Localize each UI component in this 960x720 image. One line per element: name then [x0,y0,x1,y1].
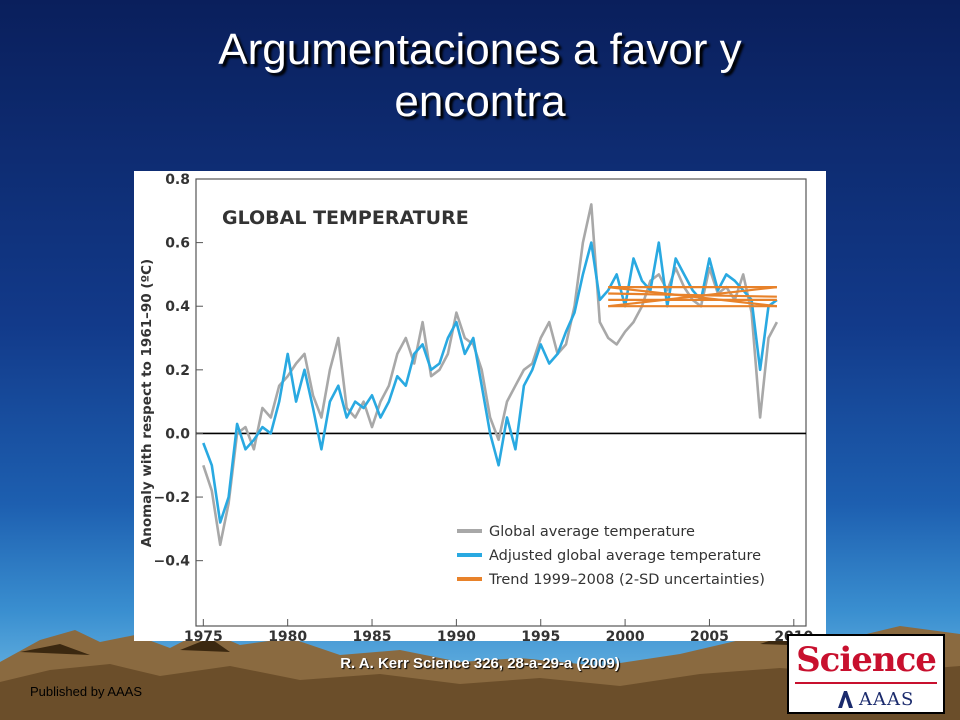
y-tick-label: 0.8 [165,172,190,188]
y-tick-label: −0.4 [153,554,190,570]
x-tick-label: 1990 [437,629,476,641]
chart-panel: −0.4 −0.2 0.0 0.2 0.4 0.6 0.8 1975 1980 1985 1990… [134,171,826,641]
x-tick-label: 2005 [690,629,729,641]
legend-label: Trend 1999–2008 (2-SD uncertainties) [488,572,765,588]
chart-title: GLOBAL TEMPERATURE [222,207,469,229]
x-tick-label: 1975 [184,629,223,641]
publisher-note: Published by AAAS [30,684,143,699]
x-tick-label: 1980 [268,629,307,641]
y-tick-label: 0.0 [165,426,190,442]
temperature-chart: −0.4 −0.2 0.0 0.2 0.4 0.6 0.8 1975 1980 1985 1990… [139,172,814,641]
title-line-1: Argumentaciones a favor y [218,25,742,74]
global-average-temperature-line [202,203,779,547]
science-logo-rule [795,682,937,684]
legend-label: Adjusted global average temperature [489,548,761,564]
aaas-icon [838,691,853,708]
title-line-2: encontra [394,77,566,126]
aaas-logo-word: AAAS [859,689,915,710]
y-tick-label: 0.2 [165,363,190,379]
slide-title: Argumentaciones a favor y encontra [0,24,960,128]
mountain-background [0,626,960,720]
x-tick-label: 1985 [353,629,392,641]
trend-line-cross-up [608,286,778,308]
y-axis-label: Anomaly with respect to 1961–90 (ºC) [139,259,155,547]
y-tick-label: 0.6 [165,236,190,252]
science-logo-word: Science [796,640,937,680]
x-tick-label: 2000 [606,629,645,641]
adjusted-global-temperature-line [202,241,778,524]
citation: R. A. Kerr Science 326, 28-a-29-a (2009) [340,655,620,672]
legend-label: Global average temperature [489,524,695,540]
science-logo: Science AAAS [787,634,945,714]
y-tick-label: −0.2 [153,490,190,506]
plot-border [195,178,807,627]
x-tick-label: 1995 [521,629,560,641]
y-tick-label: 0.4 [165,299,190,315]
trend-line-upper-inner [608,292,777,298]
